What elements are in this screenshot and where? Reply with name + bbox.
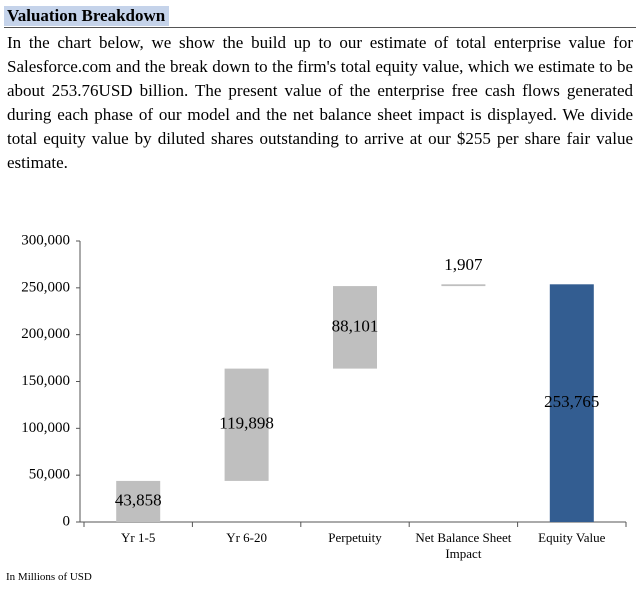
value-label: 119,898 <box>219 414 274 433</box>
bar <box>441 284 486 287</box>
y-tick-label: 300,000 <box>21 232 70 248</box>
bar <box>333 286 377 369</box>
x-tick-label: Yr 1-5 <box>121 530 156 545</box>
bar <box>224 368 269 481</box>
value-label: 253,765 <box>544 392 599 411</box>
bar <box>116 480 161 522</box>
section-title: Valuation Breakdown <box>4 6 170 26</box>
value-label: 43,858 <box>115 490 162 509</box>
x-tick-label: Equity Value <box>538 530 606 545</box>
y-tick-label: 250,000 <box>21 279 70 295</box>
footnote: In Millions of USD <box>6 571 92 583</box>
bar <box>549 284 594 522</box>
y-tick-label: 200,000 <box>21 326 70 342</box>
value-label: 1,907 <box>444 255 483 274</box>
x-tick-label: Perpetuity <box>328 530 382 545</box>
section-header: Valuation Breakdown <box>4 6 636 28</box>
y-tick-label: 150,000 <box>21 373 70 389</box>
paragraph: In the chart below, we show the build up… <box>7 33 633 172</box>
y-tick-label: 50,000 <box>29 467 70 483</box>
y-tick-label: 0 <box>63 513 71 529</box>
x-tick-label: Yr 6-20 <box>226 530 267 545</box>
x-tick-label: Net Balance Sheet Impact <box>415 530 512 561</box>
value-label: 88,101 <box>332 316 379 335</box>
y-tick-label: 100,000 <box>21 420 70 436</box>
